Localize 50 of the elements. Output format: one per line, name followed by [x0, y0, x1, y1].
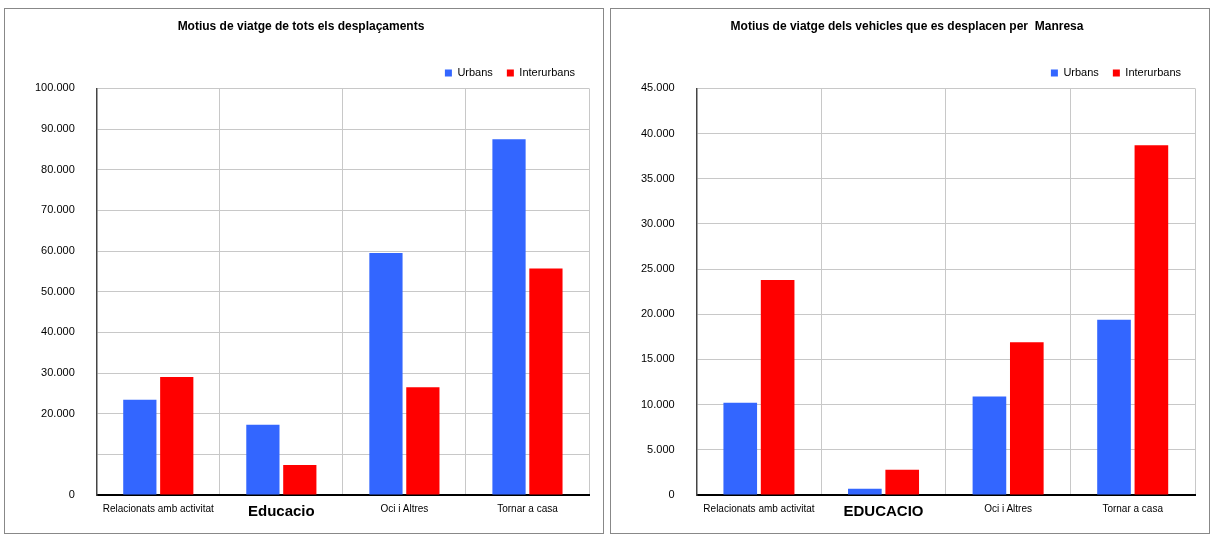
- y-tick-label: 15.000: [640, 352, 675, 365]
- bar: [1134, 145, 1169, 495]
- y-tick-label: 0: [668, 488, 675, 501]
- y-tick-label: 5.000: [647, 442, 675, 455]
- y-tick-label: 100.000: [35, 81, 75, 94]
- y-tick-label: 25.000: [640, 262, 675, 275]
- bar: [1009, 342, 1044, 495]
- x-tick-label: Tornar a casa: [497, 502, 559, 514]
- bar: [885, 469, 920, 495]
- chart-title: Motius de viatge de tots els desplaçaments: [177, 18, 425, 33]
- y-tick-label: 35.000: [640, 171, 675, 184]
- bar: [283, 464, 317, 495]
- y-tick-label: 0: [68, 488, 75, 501]
- chart-title: Motius de viatge dels vehicles que es desplacen per Manresa: [730, 18, 1084, 33]
- y-tick-label: 30.000: [640, 216, 675, 229]
- legend-label: Urbans: [1063, 65, 1100, 78]
- x-tick-label: EDUCACIO: [843, 502, 924, 520]
- bar: [972, 396, 1007, 495]
- legend-label: Interurbans: [519, 65, 576, 78]
- y-tick-label: 10.000: [640, 397, 675, 410]
- y-tick-label: 80.000: [41, 162, 75, 175]
- x-tick-label: Oci i Altres: [380, 502, 429, 514]
- legend-label: Interurbans: [1125, 65, 1182, 78]
- bar: [723, 402, 758, 495]
- bar: [246, 424, 280, 495]
- y-tick-label: 60.000: [41, 244, 75, 257]
- x-tick-label: Educacio: [248, 502, 315, 520]
- bar: [160, 377, 194, 495]
- y-tick-label: 20.000: [640, 307, 675, 320]
- legend-label: Urbans: [457, 65, 494, 78]
- bar: [123, 399, 157, 495]
- bar: [760, 279, 795, 495]
- x-tick-label: Oci i Altres: [984, 502, 1033, 514]
- y-tick-label: 20.000: [41, 406, 75, 419]
- x-tick-label: Tornar a casa: [1102, 502, 1164, 514]
- x-tick-label: Relacionats amb activitat: [703, 502, 815, 514]
- bar: [848, 488, 882, 495]
- bar: [369, 253, 403, 495]
- x-tick-label: Relacionats amb activitat: [102, 502, 215, 514]
- y-tick-label: 30.000: [41, 366, 75, 379]
- y-tick-label: 50.000: [41, 284, 75, 297]
- bar: [406, 387, 440, 495]
- y-tick-label: 90.000: [41, 122, 75, 135]
- y-tick-label: 70.000: [41, 203, 75, 216]
- y-tick-label: 40.000: [640, 126, 675, 139]
- y-tick-label: 45.000: [640, 81, 675, 94]
- bar: [529, 268, 563, 495]
- bar: [492, 139, 526, 495]
- y-tick-label: 40.000: [41, 325, 75, 338]
- bar: [1097, 319, 1131, 495]
